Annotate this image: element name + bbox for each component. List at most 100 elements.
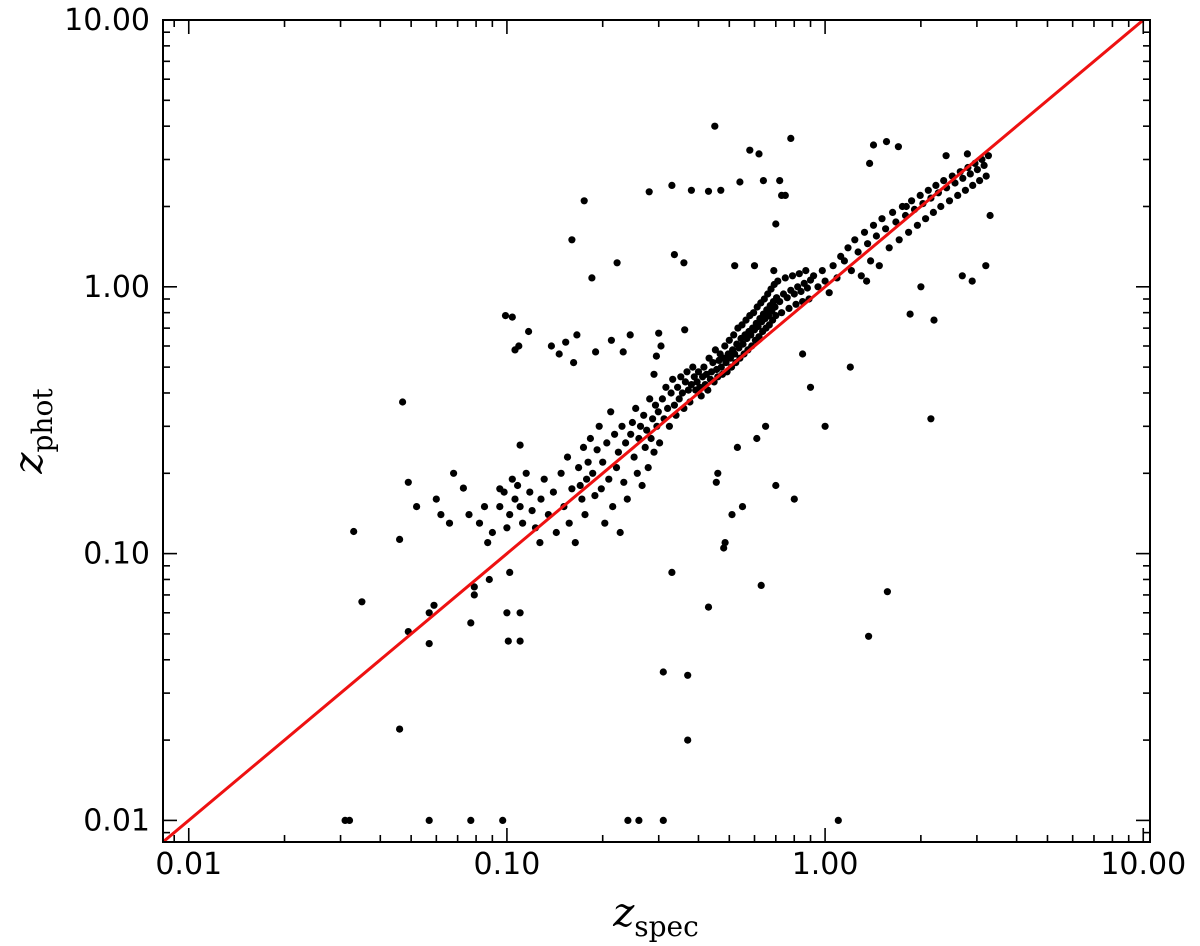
data-point — [670, 251, 679, 259]
data-point — [905, 228, 913, 236]
data-point — [847, 267, 856, 275]
data-point — [659, 668, 667, 676]
data-point — [755, 150, 763, 158]
data-point — [961, 186, 970, 194]
data-point — [595, 422, 603, 430]
data-point — [470, 591, 478, 599]
data-point — [516, 441, 524, 449]
data-point — [821, 422, 829, 430]
data-point — [799, 350, 807, 358]
data-point — [578, 495, 586, 503]
data-point — [609, 503, 617, 511]
data-point — [783, 294, 791, 302]
data-point — [665, 422, 674, 430]
data-point — [844, 244, 852, 252]
data-point — [932, 181, 940, 189]
data-point — [781, 191, 789, 199]
data-point — [954, 191, 962, 199]
data-point — [503, 524, 511, 532]
data-point — [678, 389, 687, 397]
data-point — [620, 478, 628, 486]
data-point — [746, 146, 754, 154]
data-point — [776, 298, 784, 306]
data-point — [528, 507, 536, 515]
data-point — [709, 359, 717, 367]
data-point — [717, 363, 725, 371]
data-point — [519, 519, 527, 527]
data-point — [772, 312, 780, 320]
data-point — [694, 368, 703, 376]
data-point — [557, 469, 565, 477]
data-point — [496, 485, 504, 493]
data-point — [866, 159, 874, 167]
data-point — [597, 485, 605, 493]
data-point — [399, 398, 407, 406]
data-point — [781, 274, 789, 282]
data-point — [536, 539, 544, 547]
data-point — [689, 363, 697, 371]
data-point — [345, 816, 354, 825]
data-point — [636, 422, 645, 430]
data-point — [641, 443, 649, 451]
data-point — [797, 287, 805, 296]
data-point — [882, 225, 890, 233]
data-point — [930, 316, 938, 324]
y-tick-label: 0.01 — [83, 803, 150, 838]
data-point — [869, 221, 878, 229]
data-point — [499, 816, 507, 825]
data-point — [614, 448, 623, 456]
data-point — [437, 510, 445, 519]
data-point — [721, 342, 729, 350]
data-point — [644, 464, 652, 472]
data-point — [687, 381, 696, 389]
data-point — [883, 588, 892, 596]
data-point — [867, 257, 875, 265]
data-point — [658, 395, 667, 403]
data-point — [857, 272, 865, 280]
data-point — [840, 257, 849, 265]
x-axis-label-sub: spec — [634, 910, 699, 943]
data-point — [667, 389, 675, 397]
data-point — [959, 174, 967, 182]
data-point — [540, 475, 548, 483]
data-point — [982, 262, 990, 270]
data-point — [945, 197, 954, 205]
data-point — [432, 495, 440, 503]
data-point — [576, 481, 584, 490]
data-point — [552, 528, 560, 537]
x-tick-label: 1.00 — [792, 847, 859, 882]
data-point — [459, 484, 467, 492]
data-point — [396, 725, 404, 733]
data-point — [662, 383, 670, 391]
data-point — [821, 277, 829, 285]
data-point — [818, 267, 826, 275]
data-point — [465, 510, 473, 519]
data-point — [774, 277, 782, 285]
data-point — [684, 736, 692, 744]
data-point — [772, 220, 780, 228]
data-point — [806, 383, 815, 391]
tick-labels-layer: 0.01 0.10 1.00 10.00 0.01 0.10 1.00 10.00 — [64, 3, 1186, 882]
x-tick-label: 10.00 — [1100, 847, 1186, 882]
reference-line-layer — [163, 20, 1146, 842]
data-point — [511, 495, 519, 503]
data-point — [480, 503, 489, 511]
data-point — [549, 488, 558, 496]
data-point — [771, 303, 779, 311]
points-layer — [341, 122, 994, 825]
data-point — [525, 327, 533, 336]
data-point — [892, 218, 900, 226]
data-point — [350, 527, 358, 536]
data-point — [963, 150, 972, 158]
data-point — [496, 503, 504, 511]
x-axis-label-main: z — [612, 890, 635, 936]
plot-frame — [162, 19, 1151, 843]
data-point — [802, 267, 810, 275]
data-point — [717, 186, 725, 194]
data-point — [571, 539, 579, 547]
data-point — [865, 632, 873, 640]
data-point — [580, 197, 588, 205]
data-point — [753, 434, 761, 443]
data-point — [906, 310, 914, 318]
y-tick-label: 10.00 — [64, 3, 150, 38]
